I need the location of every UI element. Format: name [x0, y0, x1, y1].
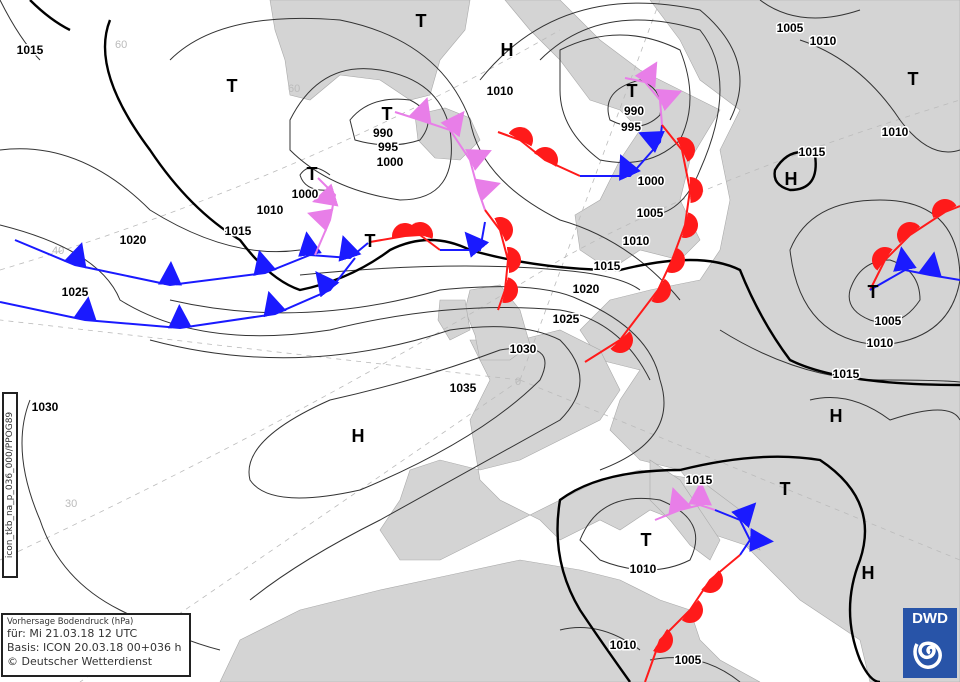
warm-front: [869, 199, 960, 291]
isobar-label: 1000: [377, 155, 404, 169]
low-pressure-center: T: [382, 104, 393, 124]
low-pressure-center: T: [780, 479, 791, 499]
isobar-label: 990: [373, 126, 393, 140]
legend-box: Vorhersage Bodendruck (hPa) für: Mi 21.0…: [1, 613, 191, 677]
isobar-label: 1030: [510, 342, 537, 356]
warm-front: [584, 124, 703, 363]
isobar-label: 1000: [638, 174, 665, 188]
low-pressure-center: T: [908, 69, 919, 89]
isobar-label: 1015: [833, 367, 860, 381]
pressure-centers: T H T T T T T T H T H H T T H: [227, 11, 919, 583]
warm-front: [497, 127, 581, 177]
fronts: [0, 61, 960, 682]
low-pressure-center: T: [307, 164, 318, 184]
iceland: [414, 107, 481, 161]
isobar-label: 995: [378, 140, 398, 154]
isobar-label: 1025: [553, 312, 580, 326]
grid-label: 40: [52, 245, 64, 257]
warm-front: [644, 554, 741, 682]
high-pressure-center: H: [862, 563, 875, 583]
isobar-label: 1015: [799, 145, 826, 159]
cold-front: [714, 502, 774, 556]
isobar-label: 1010: [257, 203, 284, 217]
cold-front: [0, 257, 356, 330]
low-pressure-center: T: [365, 231, 376, 251]
grid-label: 60: [115, 39, 127, 51]
isobar-label: 1010: [623, 234, 650, 248]
low-pressure-center: T: [627, 81, 638, 101]
warm-front: [484, 209, 521, 311]
isobar-label: 1010: [882, 125, 909, 139]
isobar-label: 1030: [32, 400, 59, 414]
isobar-label: 1020: [573, 282, 600, 296]
isobar-label: 1010: [810, 34, 837, 48]
product-code-label: icon_tkb_na_p_036_000/PPOG89: [2, 392, 18, 578]
ireland: [437, 299, 471, 341]
isobar-label: 990: [624, 104, 644, 118]
dwd-logo-text: DWD: [912, 610, 948, 627]
isobar-label: 1015: [17, 43, 44, 57]
low-pressure-center: T: [227, 76, 238, 96]
legend-valid-time: für: Mi 21.03.18 12 UTC: [7, 627, 138, 640]
grid-label: 30: [65, 498, 77, 510]
isobar-label: 1010: [630, 562, 657, 576]
isobar-label: 1005: [675, 653, 702, 667]
high-pressure-center: H: [785, 169, 798, 189]
north-africa: [219, 559, 761, 682]
grid-label: 60: [288, 83, 300, 95]
cold-front: [14, 231, 369, 287]
cold-front: [440, 221, 490, 258]
occlusion: [307, 177, 339, 256]
isobar-label: 1000: [292, 187, 319, 201]
spiral-icon: [913, 641, 942, 669]
isobar-label: 1005: [777, 21, 804, 35]
warm-front: [369, 222, 441, 251]
isobar-label: 1015: [225, 224, 252, 238]
cold-front: [869, 246, 960, 291]
occlusion: [654, 481, 716, 521]
isobar-label: 1005: [875, 314, 902, 328]
legend-title: Vorhersage Bodendruck (hPa): [7, 617, 134, 627]
high-pressure-center: H: [501, 40, 514, 60]
isobar-label: 1010: [610, 638, 637, 652]
isobar-label: 1005: [637, 206, 664, 220]
legend-basis: Basis: ICON 20.03.18 00+036 h: [7, 641, 182, 654]
isobar-label: 1035: [450, 381, 477, 395]
high-pressure-center: H: [352, 426, 365, 446]
greenland: [269, 0, 471, 101]
high-pressure-center: H: [830, 406, 843, 426]
low-pressure-center: T: [641, 530, 652, 550]
low-pressure-center: T: [416, 11, 427, 31]
bold-isobars-1015: [29, 0, 960, 682]
dwd-logo: DWD: [903, 608, 957, 678]
product-code: icon_tkb_na_p_036_000/PPOG89: [5, 411, 15, 559]
occlusion: [624, 61, 683, 126]
occlusion: [394, 97, 501, 211]
low-pressure-center: T: [868, 282, 879, 302]
isobar-labels: 1015102010251030103510301025102010151010…: [15, 20, 910, 669]
isobar-label: 1020: [120, 233, 147, 247]
isobar-label: 1010: [867, 336, 894, 350]
isobar-label: 1015: [594, 259, 621, 273]
grid-label: 0: [515, 376, 521, 388]
isobar-label: 1010: [487, 84, 514, 98]
isobar-label: 1025: [62, 285, 89, 299]
legend-copyright: © Deutscher Wetterdienst: [7, 655, 153, 668]
northern-russia: [579, 0, 960, 682]
isobar-label: 1015: [686, 473, 713, 487]
land-masses: [219, 0, 960, 682]
isobar-label: 995: [621, 120, 641, 134]
